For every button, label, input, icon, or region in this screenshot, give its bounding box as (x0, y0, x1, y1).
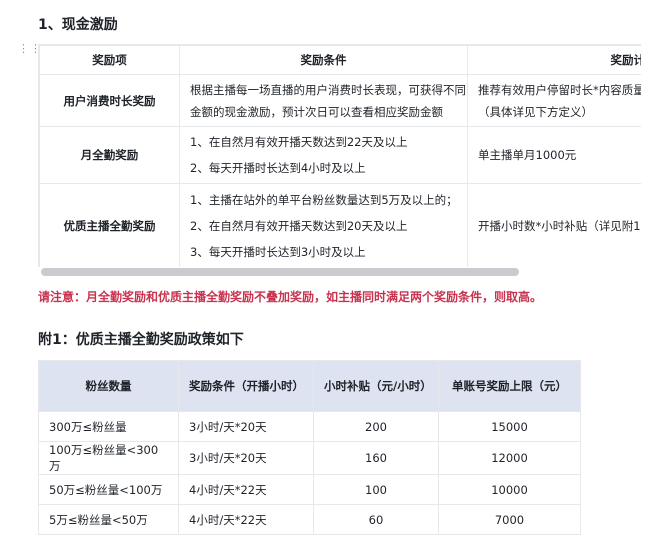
hourly-subsidy: 60 (313, 504, 439, 535)
calc-line: 开播小时数*小时补贴（详见附1） (478, 218, 641, 233)
condition-line: 2、在自然月有效开播天数达到20天及以上 (190, 218, 408, 233)
table-row: 300万≤粉丝量 3小时/天*20天 200 15000 (38, 411, 581, 442)
table-row: 100万≤粉丝量<300万 3小时/天*20天 160 12000 (38, 441, 581, 475)
notice-text: 请注意：月全勤奖励和优质主播全勤奖励不叠加奖励，如主播同时满足两个奖励条件，则取… (38, 290, 543, 304)
header-cell: 粉丝数量 (38, 360, 179, 412)
calc-line: （具体详见下方定义） (478, 104, 593, 119)
reward-item: 用户消费时长奖励 (39, 74, 180, 127)
policy-table: 粉丝数量 奖励条件（开播小时） 小时补贴（元/小时） 单账号奖励上限（元） 30… (38, 360, 581, 535)
fans-range: 50万≤粉丝量<100万 (38, 474, 179, 505)
reward-item: 月全勤奖励 (39, 126, 180, 184)
header-cell: 奖励计算 (467, 45, 641, 75)
fans-range: 100万≤粉丝量<300万 (38, 441, 179, 475)
table-row: 用户消费时长奖励 根据主播每一场直播的用户消费时长表现，可获得不同 金额的现金激… (39, 74, 641, 127)
fans-range: 5万≤粉丝量<50万 (38, 504, 179, 535)
condition-line: 1、在自然月有效开播天数达到22天及以上 (190, 135, 408, 149)
header-cell: 小时补贴（元/小时） (313, 360, 439, 412)
horizontal-scrollbar[interactable] (41, 268, 519, 276)
condition-line: 3、每天开播时长达到3小时及以上 (190, 244, 366, 259)
reward-cap: 10000 (438, 474, 581, 505)
section-title-cash-incentive: 1、现金激励 (38, 17, 118, 33)
reward-cap: 7000 (438, 504, 581, 535)
reward-cap: 12000 (438, 441, 581, 475)
incentive-table: 奖励项 奖励条件 奖励计算 用户消费时长奖励 根据主播每一场直播的用户消费时长表… (39, 45, 641, 267)
table-row: 5万≤粉丝量<50万 4小时/天*22天 60 7000 (38, 504, 581, 535)
condition-line: 金额的现金激励，预计次日可以查看相应奖励金额 (190, 104, 443, 119)
header-cell: 奖励条件 (179, 45, 468, 75)
reward-cap: 15000 (438, 411, 581, 442)
table-row: 优质主播全勤奖励 1、主播在站外的单平台粉丝数量达到5万及以上的； 2、在自然月… (39, 183, 641, 267)
header-cell: 单账号奖励上限（元） (438, 360, 581, 412)
hourly-subsidy: 100 (313, 474, 439, 505)
calc-line: 推荐有效用户停留时长*内容质量 (478, 82, 641, 97)
condition: 4小时/天*22天 (178, 474, 314, 505)
condition: 3小时/天*20天 (178, 441, 314, 475)
drag-handle-icon[interactable]: ⋮⋮ (18, 42, 42, 55)
table-row: 50万≤粉丝量<100万 4小时/天*22天 100 10000 (38, 474, 581, 505)
condition: 3小时/天*20天 (178, 411, 314, 442)
hourly-subsidy: 160 (313, 441, 439, 475)
incentive-table-container: 奖励项 奖励条件 奖励计算 用户消费时长奖励 根据主播每一场直播的用户消费时长表… (38, 44, 641, 267)
header-cell: 奖励条件（开播小时） (178, 360, 314, 412)
reward-calc: 单主播单月1000元 (467, 126, 641, 184)
table-header-row: 奖励项 奖励条件 奖励计算 (39, 45, 641, 75)
section-title-appendix: 附1：优质主播全勤奖励政策如下 (38, 332, 244, 348)
reward-conditions: 1、在自然月有效开播天数达到22天及以上 2、每天开播时长达到4小时及以上 (179, 126, 468, 184)
calc-line: 单主播单月1000元 (478, 148, 577, 162)
table-row: 月全勤奖励 1、在自然月有效开播天数达到22天及以上 2、每天开播时长达到4小时… (39, 126, 641, 184)
reward-conditions: 根据主播每一场直播的用户消费时长表现，可获得不同 金额的现金激励，预计次日可以查… (179, 74, 468, 127)
reward-item: 优质主播全勤奖励 (39, 183, 180, 267)
reward-calc: 开播小时数*小时补贴（详见附1） (467, 183, 641, 267)
hourly-subsidy: 200 (313, 411, 439, 442)
condition-line: 2、每天开播时长达到4小时及以上 (190, 161, 366, 175)
policy-table-container: 粉丝数量 奖励条件（开播小时） 小时补贴（元/小时） 单账号奖励上限（元） 30… (38, 360, 581, 535)
reward-conditions: 1、主播在站外的单平台粉丝数量达到5万及以上的； 2、在自然月有效开播天数达到2… (179, 183, 468, 267)
fans-range: 300万≤粉丝量 (38, 411, 179, 442)
table-header-row: 粉丝数量 奖励条件（开播小时） 小时补贴（元/小时） 单账号奖励上限（元） (38, 360, 581, 412)
reward-calc: 推荐有效用户停留时长*内容质量 （具体详见下方定义） (467, 74, 641, 127)
condition-line: 根据主播每一场直播的用户消费时长表现，可获得不同 (190, 82, 466, 97)
condition: 4小时/天*22天 (178, 504, 314, 535)
condition-line: 1、主播在站外的单平台粉丝数量达到5万及以上的； (190, 192, 458, 207)
header-cell: 奖励项 (39, 45, 180, 75)
